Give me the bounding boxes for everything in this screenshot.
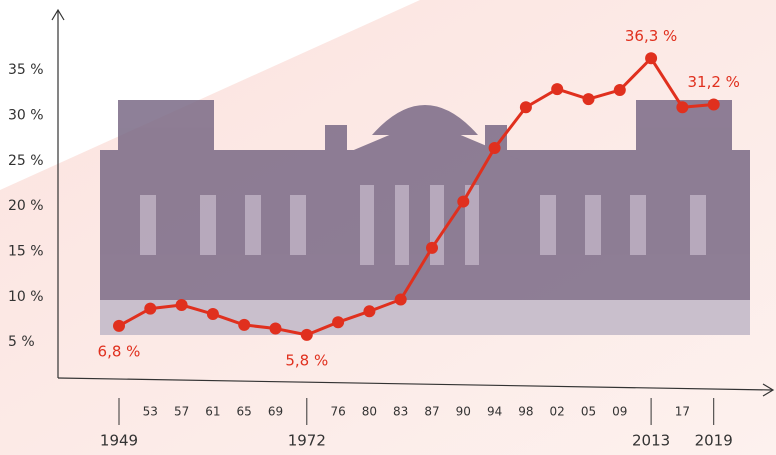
x-tick-label: 94 <box>487 405 502 419</box>
y-tick-label: 10 % <box>8 289 44 305</box>
x-tick-label: 57 <box>174 405 189 419</box>
x-tick-label: 98 <box>518 405 533 419</box>
x-tick-label: 65 <box>237 405 252 419</box>
building-windows <box>140 185 706 265</box>
point <box>113 319 125 332</box>
x-tick-label: 87 <box>424 405 439 419</box>
y-tick-label: 30 % <box>8 107 44 123</box>
point <box>332 316 345 329</box>
point <box>269 322 282 335</box>
x-tick-label: 17 <box>675 405 690 419</box>
y-axis-arrow <box>51 8 65 21</box>
point <box>206 308 219 321</box>
point <box>238 318 251 331</box>
x-tick-label: 1972 <box>288 432 326 450</box>
x-tick-label: 80 <box>362 405 377 419</box>
point <box>457 195 470 208</box>
point <box>144 302 157 315</box>
y-tick-label: 20 % <box>8 198 44 214</box>
x-tick-label: 76 <box>330 405 345 419</box>
x-tick-label: 2013 <box>632 432 670 450</box>
point <box>519 101 532 114</box>
point <box>613 84 626 97</box>
y-tick-label: 5 % <box>8 334 35 350</box>
y-tick-label: 35 % <box>8 62 44 78</box>
point <box>676 101 689 114</box>
x-tick-label: 1949 <box>100 432 138 450</box>
x-tick-label: 05 <box>581 405 596 419</box>
point <box>394 293 407 306</box>
point <box>582 93 595 106</box>
value-label: 5,8 % <box>285 351 328 369</box>
point <box>645 52 658 65</box>
value-label: 36,3 % <box>625 27 677 45</box>
x-axis-arrow <box>762 383 775 397</box>
point <box>363 305 376 318</box>
y-tick-label: 25 % <box>8 153 44 169</box>
x-axis <box>57 377 773 391</box>
x-tick-label: 53 <box>143 405 158 419</box>
point <box>300 328 313 341</box>
building-stairs <box>100 300 750 335</box>
point <box>551 83 564 96</box>
x-tick-label: 2019 <box>695 432 733 450</box>
y-tick-label: 15 % <box>8 243 44 259</box>
point <box>707 98 720 111</box>
x-tick-label: 69 <box>268 405 283 419</box>
building <box>100 100 750 335</box>
point <box>175 298 188 311</box>
background-corner <box>0 0 420 190</box>
x-tick-label: 90 <box>456 405 471 419</box>
x-tick-label: 83 <box>393 405 408 419</box>
value-label: 31,2 % <box>687 73 739 91</box>
value-label: 6,8 % <box>98 342 141 360</box>
x-tick-label: 09 <box>612 405 627 419</box>
x-tick-label: 02 <box>550 405 565 419</box>
x-tick-label: 61 <box>205 405 220 419</box>
point <box>426 241 438 254</box>
point <box>488 142 501 155</box>
